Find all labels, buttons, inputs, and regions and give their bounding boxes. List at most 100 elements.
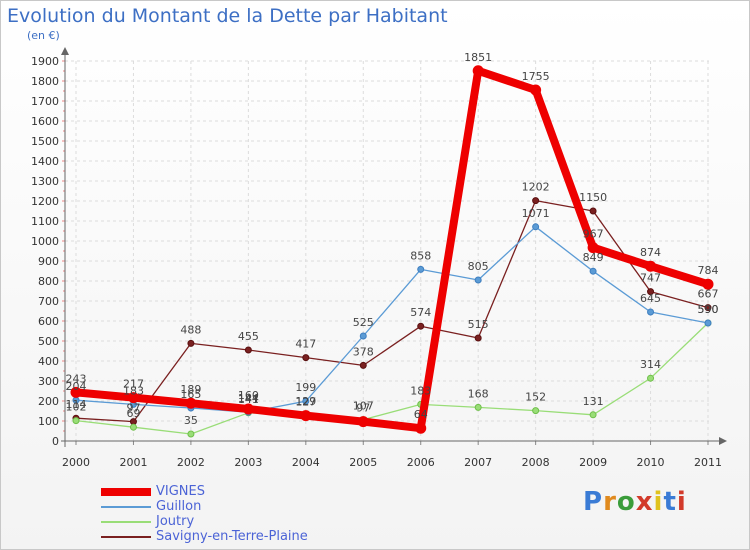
legend-label: Joutry: [156, 514, 195, 529]
data-label: 114: [66, 398, 87, 411]
data-label: 243: [66, 372, 87, 385]
x-tick-label: 2009: [579, 456, 607, 469]
data-point: [359, 361, 367, 369]
series-line-savigny-en-terre-plaine: [75, 199, 709, 423]
data-label: 1202: [522, 181, 550, 194]
data-point: [129, 423, 137, 431]
series-line-vignes: [72, 66, 712, 433]
data-point: [357, 416, 369, 428]
data-label: 141: [238, 393, 259, 406]
x-tick-label: 2004: [292, 456, 320, 469]
data-point: [589, 207, 597, 215]
data-label: 515: [468, 318, 489, 331]
x-tick-label: 2011: [694, 456, 722, 469]
legend-swatch: [101, 520, 151, 523]
data-label: 69: [126, 407, 140, 420]
y-axis-arrow: [61, 47, 69, 55]
data-label: 199: [295, 381, 316, 394]
x-tick-label: 2006: [407, 456, 435, 469]
data-label: 455: [238, 330, 259, 343]
y-tick-label: 100: [38, 415, 59, 428]
data-label: 574: [410, 306, 431, 319]
data-point: [417, 265, 425, 273]
y-tick-label: 1600: [31, 115, 59, 128]
y-tick-label: 1400: [31, 155, 59, 168]
data-point: [417, 322, 425, 330]
data-label: 97: [126, 402, 140, 415]
data-label: 525: [353, 316, 374, 329]
x-tick-label: 2002: [177, 456, 205, 469]
logo-letter: x: [635, 487, 654, 517]
x-tick-label: 2003: [234, 456, 262, 469]
y-tick-label: 200: [38, 395, 59, 408]
data-label: 160: [238, 389, 259, 402]
series-line-joutry: [75, 322, 709, 435]
data-label: 667: [698, 288, 719, 301]
chart-legend: VIGNES Guillon Joutry Savigny-en-Terre-Plai…: [101, 484, 308, 544]
y-tick-label: 1700: [31, 95, 59, 108]
data-label: 64: [414, 408, 428, 421]
legend-label: VIGNES: [156, 484, 205, 499]
data-label: 127: [295, 396, 316, 409]
y-tick-label: 600: [38, 315, 59, 328]
data-point: [530, 84, 542, 96]
x-tick-label: 2000: [62, 456, 90, 469]
x-tick-label: 2005: [349, 456, 377, 469]
data-point: [244, 346, 252, 354]
data-point: [185, 397, 197, 409]
x-tick-label: 2008: [522, 456, 550, 469]
y-tick-label: 900: [38, 255, 59, 268]
data-point: [187, 430, 195, 438]
data-point: [474, 334, 482, 342]
data-label: 217: [123, 378, 144, 391]
data-label: 967: [583, 228, 604, 241]
data-point: [532, 407, 540, 415]
data-point: [70, 386, 82, 398]
legend-swatch: [101, 487, 151, 496]
logo-letter: r: [603, 487, 617, 517]
legend-swatch: [101, 505, 151, 508]
data-label: 1755: [522, 70, 550, 83]
data-point: [589, 411, 597, 419]
data-point: [587, 242, 599, 254]
data-label: 488: [180, 323, 201, 336]
y-tick-label: 1500: [31, 135, 59, 148]
data-point: [647, 288, 655, 296]
legend-label: Guillon: [156, 499, 202, 514]
data-point: [645, 260, 657, 272]
y-tick-label: 700: [38, 295, 59, 308]
proxiti-logo: Proxiti: [583, 487, 687, 517]
data-label: 378: [353, 345, 374, 358]
data-label: 97: [356, 402, 370, 415]
data-point: [300, 410, 312, 422]
chart-subtitle: (en €): [27, 29, 60, 42]
data-label: 204: [66, 380, 87, 393]
data-point: [474, 403, 482, 411]
data-point: [532, 223, 540, 231]
data-point: [704, 319, 712, 327]
data-point: [302, 354, 310, 362]
x-tick-label: 2001: [119, 456, 147, 469]
data-label: 102: [66, 401, 87, 414]
data-point: [532, 197, 540, 205]
x-axis-arrow: [719, 437, 727, 445]
y-tick-label: 1900: [31, 55, 59, 68]
x-tick-label: 2007: [464, 456, 492, 469]
data-label: 849: [583, 251, 604, 264]
data-point: [415, 422, 427, 434]
chart-title: Evolution du Montant de la Dette par Hab…: [7, 5, 448, 27]
y-tick-label: 500: [38, 335, 59, 348]
data-point: [72, 417, 80, 425]
data-label: 417: [295, 338, 316, 351]
logo-letter: o: [616, 487, 636, 517]
data-point: [242, 403, 254, 415]
data-point: [472, 65, 484, 77]
data-point: [647, 374, 655, 382]
legend-label: Savigny-en-Terre-Plaine: [156, 529, 308, 544]
data-point: [704, 304, 712, 312]
data-point: [127, 392, 139, 404]
data-point: [589, 267, 597, 275]
data-label: 1071: [522, 207, 550, 220]
data-label: 747: [640, 272, 661, 285]
